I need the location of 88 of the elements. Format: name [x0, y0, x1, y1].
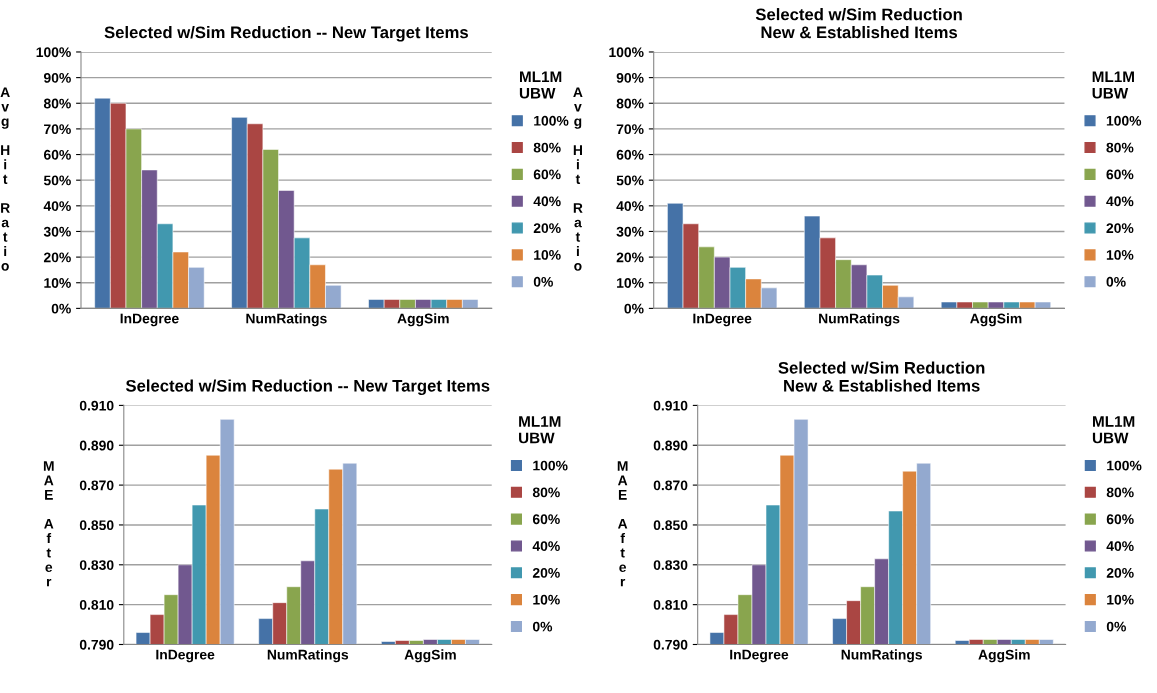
legend-label: 0% [1106, 276, 1126, 287]
y-tick-label: 0% [624, 303, 644, 314]
y-tick-label: 90% [43, 72, 71, 83]
legend-label: 20% [532, 567, 560, 578]
legend-label: 20% [1106, 223, 1134, 234]
y-tick-label: 0.790 [653, 639, 688, 650]
y-tick-label: 0.790 [79, 639, 114, 650]
legend-label: 10% [534, 250, 561, 260]
legend-label: 80% [532, 487, 560, 498]
x-tick-label: NumRatings [819, 313, 900, 327]
legend-label: 20% [533, 223, 561, 234]
text: MAE After [617, 461, 628, 587]
y-tick-label: 0.810 [79, 599, 114, 610]
chart-title: Selected w/Sim Reduction -- New Target Items [104, 26, 468, 42]
x-tick-label: NumRatings [841, 649, 922, 663]
legend-label: 80% [533, 142, 561, 153]
legend-label: 100% [1106, 115, 1142, 126]
y-tick-label: 50% [43, 175, 71, 186]
y-tick-label: 60% [616, 149, 644, 160]
y-tick-label: 60% [43, 149, 71, 160]
y-tick-label: 0% [51, 303, 71, 314]
legend-label: 100% [1107, 460, 1142, 471]
x-tick-label: NumRatings [267, 649, 349, 663]
legend-label: 60% [533, 169, 561, 180]
legend-label: 100% [533, 460, 568, 471]
y-tick-label: 30% [616, 226, 644, 237]
legend-label: 60% [1106, 514, 1134, 525]
y-tick-label: 0.870 [653, 480, 688, 491]
legend-label: 80% [1106, 487, 1134, 498]
y-tick-label: 100% [609, 47, 644, 58]
legend-label: 10% [1106, 250, 1134, 260]
x-tick-label: InDegree [120, 313, 179, 327]
y-tick-label: 90% [616, 72, 644, 83]
x-tick-label: AggSim [978, 649, 1030, 663]
legend-label: 10% [533, 594, 560, 605]
legend-label: 0% [532, 621, 553, 632]
y-tick-label: 70% [44, 124, 71, 135]
text: Avg Hit Ratio [0, 87, 10, 271]
y-tick-label: 0.850 [653, 520, 688, 531]
y-tick-label: 40% [616, 201, 644, 211]
y-tick-label: 0.910 [79, 400, 114, 411]
legend-label: 100% [534, 115, 569, 126]
y-tick-label: 20% [43, 252, 71, 263]
y-tick-label: 0.890 [79, 440, 114, 451]
y-tick-label: 0.830 [79, 560, 114, 570]
legend-label: 40% [1106, 541, 1134, 551]
legend-title: ML1M UBW [519, 71, 562, 99]
chart-title: Selected w/Sim Reduction New & Established Items [755, 8, 962, 39]
y-tick-label: 20% [616, 252, 644, 263]
x-tick-label: InDegree [693, 313, 752, 327]
legend-title: ML1M UBW [519, 416, 561, 444]
y-tick-label: 80% [616, 98, 644, 109]
legend-label: 0% [533, 276, 553, 287]
y-tick-label: 50% [616, 175, 644, 186]
y-tick-label: 10% [44, 278, 71, 288]
y-tick-label: 30% [43, 226, 71, 237]
legend-label: 80% [1106, 142, 1134, 153]
legend-title: ML1M UBW [1092, 71, 1134, 99]
x-tick-label: InDegree [730, 649, 789, 663]
y-tick-label: 0.810 [653, 599, 688, 610]
legend-label: 60% [532, 514, 560, 525]
y-tick-label: 0.910 [653, 400, 688, 411]
y-tick-label: 0.830 [653, 560, 688, 570]
y-tick-label: 40% [43, 201, 71, 211]
x-tick-label: InDegree [156, 649, 215, 663]
legend-label: 60% [1106, 169, 1134, 180]
text: MAE After [43, 461, 54, 587]
legend-label: 40% [533, 196, 561, 207]
y-tick-label: 70% [616, 124, 644, 135]
x-tick-label: AggSim [404, 649, 456, 663]
text: Avg Hit Ratio [573, 87, 583, 271]
legend-label: 20% [1106, 567, 1134, 578]
x-tick-label: AggSim [397, 313, 449, 327]
legend-label: 0% [1106, 621, 1126, 632]
y-tick-label: 0.850 [79, 520, 114, 531]
y-tick-label: 0.890 [653, 440, 688, 451]
legend-label: 40% [1106, 196, 1134, 207]
legend-label: 40% [532, 541, 560, 551]
legend-title: ML1M UBW [1092, 416, 1135, 444]
y-tick-label: 10% [617, 278, 644, 288]
chart-title: Selected w/Sim Reduction -- New Target Items [125, 379, 490, 396]
x-tick-label: NumRatings [246, 313, 327, 327]
legend-label: 10% [1107, 594, 1134, 605]
y-tick-label: 0.870 [79, 480, 114, 491]
chart-title: Selected w/Sim Reduction New & Established Items [778, 361, 985, 392]
y-tick-label: 100% [36, 47, 71, 58]
y-tick-label: 80% [43, 98, 71, 109]
x-tick-label: AggSim [970, 313, 1022, 327]
